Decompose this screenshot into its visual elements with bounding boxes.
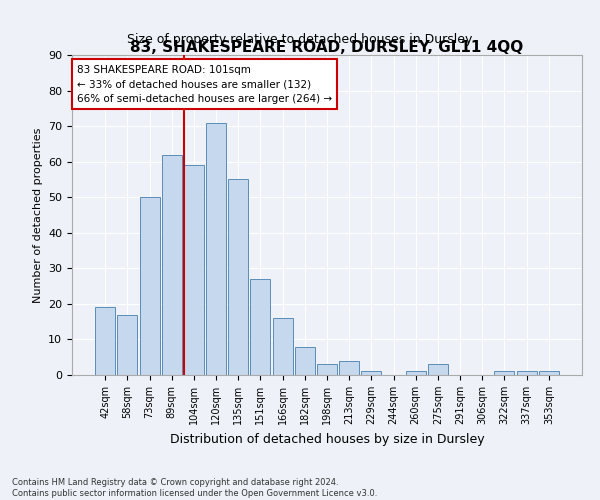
Bar — [250, 279, 271, 375]
Bar — [295, 346, 315, 375]
Bar — [95, 308, 115, 375]
Y-axis label: Number of detached properties: Number of detached properties — [32, 128, 43, 302]
Bar — [206, 122, 226, 375]
X-axis label: Distribution of detached houses by size in Dursley: Distribution of detached houses by size … — [170, 432, 484, 446]
Text: Size of property relative to detached houses in Dursley: Size of property relative to detached ho… — [127, 32, 473, 46]
Bar — [339, 361, 359, 375]
Bar — [406, 372, 426, 375]
Bar — [140, 197, 160, 375]
Bar — [184, 165, 204, 375]
Bar — [317, 364, 337, 375]
Bar — [118, 314, 137, 375]
Bar — [494, 372, 514, 375]
Title: 83, SHAKESPEARE ROAD, DURSLEY, GL11 4QQ: 83, SHAKESPEARE ROAD, DURSLEY, GL11 4QQ — [130, 40, 524, 55]
Text: Contains HM Land Registry data © Crown copyright and database right 2024.
Contai: Contains HM Land Registry data © Crown c… — [12, 478, 377, 498]
Bar — [539, 372, 559, 375]
Bar — [361, 372, 382, 375]
Bar — [272, 318, 293, 375]
Text: 83 SHAKESPEARE ROAD: 101sqm
← 33% of detached houses are smaller (132)
66% of se: 83 SHAKESPEARE ROAD: 101sqm ← 33% of det… — [77, 64, 332, 104]
Bar — [517, 372, 536, 375]
Bar — [428, 364, 448, 375]
Bar — [162, 154, 182, 375]
Bar — [228, 180, 248, 375]
